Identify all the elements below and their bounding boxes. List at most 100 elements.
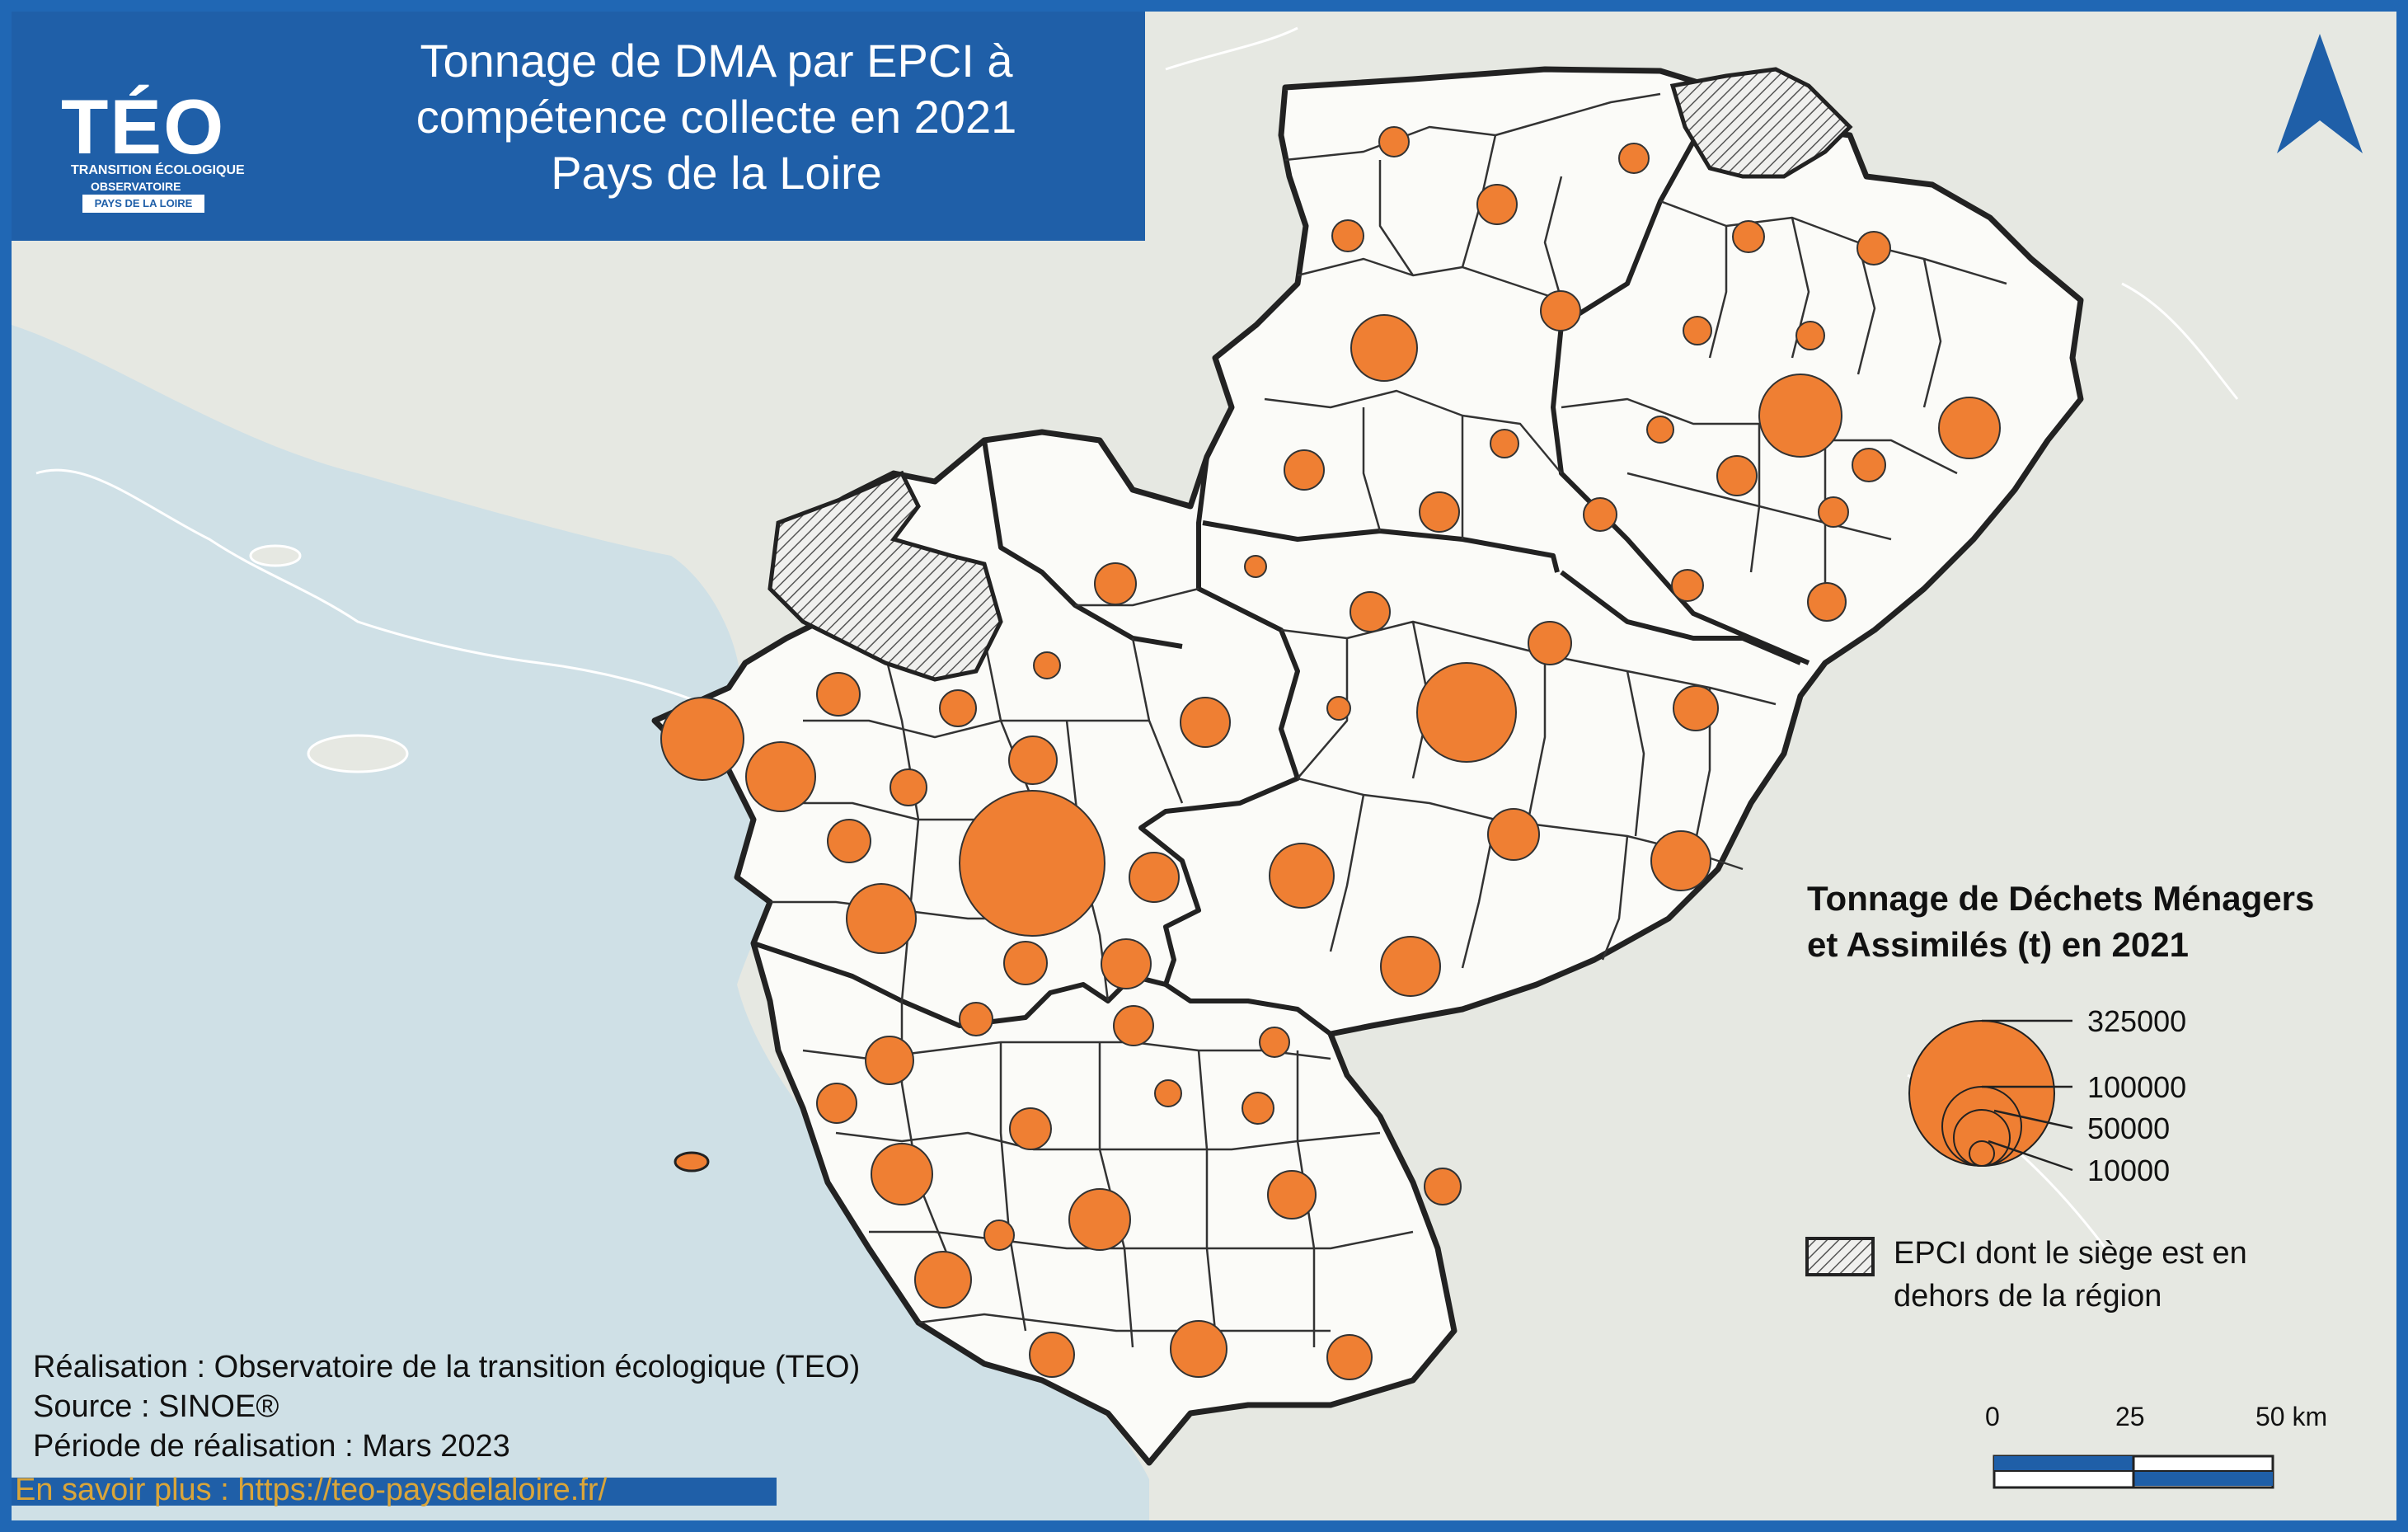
- epci-bubble: [1284, 449, 1325, 491]
- logo-region: PAYS DE LA LOIRE: [82, 195, 204, 213]
- epci-bubble: [1818, 496, 1849, 528]
- epci-bubble: [1380, 936, 1441, 997]
- teo-logo-icon: TÉO: [61, 83, 226, 170]
- epci-bubble: [1856, 231, 1891, 266]
- border-vendee-maineetloire: [1164, 982, 1332, 1036]
- epci-bubble: [1242, 1092, 1274, 1125]
- scale-label: 50 km: [2255, 1402, 2328, 1431]
- epci-bubble: [816, 1083, 857, 1124]
- epci-bubble: [660, 697, 744, 781]
- credits-line: Période de réalisation : Mars 2023: [33, 1429, 510, 1464]
- epci-bubble: [1094, 562, 1137, 605]
- legend-value: 325000: [2087, 1004, 2187, 1038]
- hatched-epci-northwest: [767, 470, 1003, 682]
- legend-hatch-label: EPCI dont le siège est en dehors de la r…: [1894, 1232, 2247, 1318]
- epci-bubble: [1758, 374, 1842, 458]
- epci-bubble: [1416, 662, 1517, 763]
- logo-subtitle: OBSERVATOIRE: [91, 180, 181, 193]
- epci-bubble: [865, 1036, 914, 1085]
- title-box: TÉO TRANSITION ÉCOLOGIQUE OBSERVATOIRE P…: [12, 12, 1145, 241]
- epci-bubble: [871, 1143, 933, 1205]
- epci-bubble: [1938, 397, 2001, 459]
- epci-bubble: [1267, 1170, 1317, 1219]
- border-sarthe-maineetloire: [1560, 570, 1802, 665]
- legend-hatch-swatch: [1805, 1237, 1875, 1276]
- epci-bubble: [959, 1002, 993, 1036]
- epci-bubble: [1154, 1079, 1182, 1107]
- epci-bubble: [1170, 1320, 1227, 1378]
- epci-bubble: [1646, 416, 1674, 444]
- hatched-epci-north: [1669, 67, 1853, 179]
- department-borders: [753, 88, 1810, 1036]
- epci-bubble: [914, 1251, 972, 1309]
- epci-bubble: [983, 1219, 1015, 1251]
- legend-hatch-label-line: dehors de la région: [1894, 1279, 2162, 1313]
- border-loireatlantique-maineetloire: [1138, 456, 1300, 985]
- legend-title-line: et Assimilés (t) en 2021: [1807, 925, 2189, 964]
- credits-line: Réalisation : Observatoire de la transit…: [33, 1350, 861, 1384]
- epci-bubble: [1673, 685, 1719, 731]
- epci-bubble: [1852, 448, 1886, 482]
- epci-bubble: [939, 689, 977, 727]
- map-title-line: Pays de la Loire: [551, 147, 882, 199]
- epci-bubble: [1807, 582, 1847, 622]
- epci-bubble: [1259, 1027, 1290, 1058]
- legend-hatch-label-line: EPCI dont le siège est en: [1894, 1236, 2247, 1271]
- epci-bubble: [1476, 184, 1518, 225]
- epci-bubbles: [660, 126, 2001, 1380]
- legend-circle-10000: [1969, 1140, 1995, 1167]
- epci-bubble: [1540, 290, 1581, 331]
- epci-bubble: [1795, 321, 1825, 350]
- logo-subtitle: TRANSITION ÉCOLOGIQUE: [71, 163, 245, 177]
- epci-bubble: [1490, 429, 1519, 458]
- epci-bubble: [1350, 591, 1391, 632]
- epci-border: [1659, 200, 2007, 408]
- border-mayenne-maineetloire: [1202, 520, 1560, 573]
- epci-bubble: [1180, 697, 1231, 748]
- map-title-line: compétence collecte en 2021: [415, 91, 1017, 143]
- epci-bubble: [1350, 314, 1418, 382]
- epci-bubble: [1269, 843, 1335, 909]
- border-mayenne-sarthe: [1551, 88, 1810, 665]
- epci-bubble: [1618, 143, 1650, 174]
- epci-bubble: [1331, 219, 1364, 252]
- epci-bubble: [1378, 126, 1410, 157]
- epci-bubble: [1101, 938, 1152, 989]
- legend-value: 50000: [2087, 1111, 2171, 1145]
- epci-bubble: [1029, 1332, 1075, 1378]
- epci-bubble: [827, 819, 871, 863]
- epci-bubble: [1033, 651, 1061, 679]
- legend-title-line: Tonnage de Déchets Ménagers: [1807, 879, 2315, 918]
- border-loireatlantique-north: [982, 439, 1183, 649]
- epci-bubble: [1008, 735, 1058, 785]
- legend-leader-lines: [1982, 1019, 2073, 1172]
- coastline-detail: [35, 468, 705, 706]
- epci-border: [1297, 257, 1562, 302]
- epci-bubble: [846, 883, 917, 954]
- epci-bubble: [1009, 1107, 1052, 1150]
- scale-label: 25: [2115, 1402, 2145, 1431]
- link-bar: [12, 1478, 777, 1506]
- epci-bubble: [1326, 1334, 1373, 1380]
- epci-bubble: [1113, 1005, 1154, 1046]
- legend-circles: [1908, 1020, 2055, 1167]
- epci-bubble: [816, 672, 861, 717]
- region-pays-de-la-loire: [651, 66, 2084, 1466]
- map-title-line: Tonnage de DMA par EPCI à: [420, 35, 1013, 87]
- epci-bubble: [1424, 1168, 1462, 1205]
- epci-bubble: [1683, 316, 1712, 345]
- more-info-link[interactable]: En savoir plus : https://teo-paysdelaloi…: [15, 1473, 608, 1507]
- epci-bubble: [1528, 621, 1572, 665]
- north-arrow-icon: [2277, 34, 2363, 153]
- legend-value: 100000: [2087, 1070, 2187, 1104]
- credits-line: Source : SINOE®: [33, 1389, 279, 1424]
- scale-bar: [1993, 1454, 2274, 1489]
- scale-label: 0: [1985, 1402, 2000, 1431]
- epci-bubble: [1487, 808, 1540, 861]
- epci-bubble: [1419, 491, 1460, 533]
- epci-bubble: [890, 768, 927, 806]
- epci-bubble: [1326, 696, 1351, 721]
- map-title: Tonnage de DMA par EPCI à compétence col…: [325, 33, 1108, 201]
- credits: Réalisation : Observatoire de la transit…: [33, 1347, 860, 1466]
